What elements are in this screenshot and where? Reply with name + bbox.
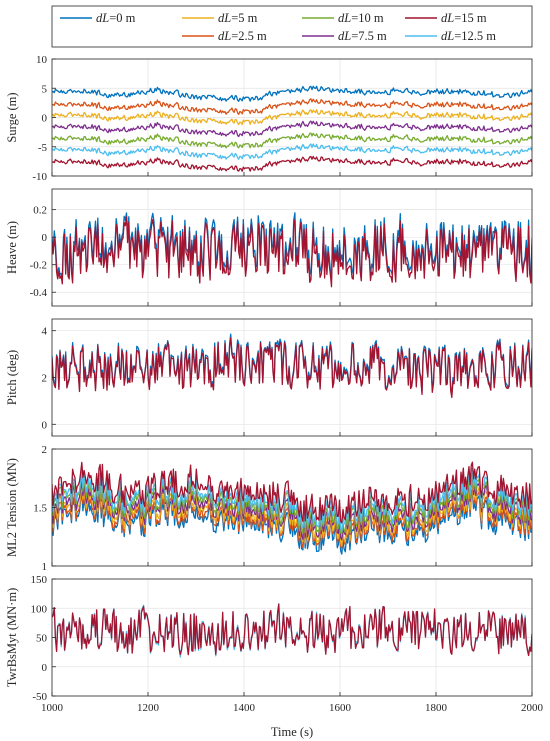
y-tick-label: 150: [31, 574, 48, 586]
x-tick-label: 2000: [521, 702, 544, 714]
x-axis-label: Time (s): [271, 725, 313, 739]
chart-panel: 1 1.5 2 ML2 Tension (MN): [5, 444, 533, 573]
series-line: [52, 98, 532, 116]
x-tick-label: 1400: [233, 702, 256, 714]
y-tick-label: 0.2: [33, 205, 47, 217]
y-tick-label: -5: [38, 142, 48, 154]
series-group: [52, 461, 532, 555]
legend-box: [51, 5, 533, 48]
series-line: [52, 467, 532, 533]
legend-label: dL=7.5 m: [338, 29, 387, 43]
y-tick-label: 0: [42, 662, 48, 674]
plot-area: [52, 189, 532, 306]
legend-label-value: =0 m: [109, 11, 135, 25]
chart-panel: 0 2 4 Pitch (deg): [5, 318, 533, 437]
series-line: [52, 85, 532, 102]
y-axis-label: Heave (m): [5, 221, 19, 274]
series-line: [52, 216, 532, 288]
series-line: [52, 155, 532, 172]
legend-item: dL=15 m: [405, 11, 487, 25]
series-line: [52, 109, 532, 126]
legend-label-value: =7.5 m: [351, 29, 387, 43]
legend-label-value: =2.5 m: [231, 29, 267, 43]
legend-item: dL=12.5 m: [405, 29, 496, 43]
legend-label: dL=2.5 m: [218, 29, 267, 43]
y-tick-label: 5: [42, 83, 48, 95]
legend: dL=0 m dL=5 m dL=10 m dL=15 mdL=2.5 m dL=7.5…: [51, 5, 533, 48]
y-tick-label: 100: [31, 603, 48, 615]
series-line: [52, 143, 532, 160]
series-line: [52, 120, 532, 138]
y-axis-label: Surge (m): [5, 92, 19, 142]
series-line: [52, 461, 532, 524]
y-axis-label: ML2 Tension (MN): [5, 458, 19, 557]
legend-label-var: dL: [218, 11, 231, 25]
legend-item: dL=10 m: [302, 11, 384, 25]
legend-item: dL=0 m: [60, 11, 136, 25]
legend-label-var: dL: [441, 29, 454, 43]
series-group: [52, 602, 532, 658]
legend-label-value: =15 m: [454, 11, 487, 25]
legend-label: dL=0 m: [96, 11, 136, 25]
y-tick-label: 0: [42, 232, 48, 244]
y-tick-label: -0.2: [30, 260, 47, 272]
y-tick-label: -10: [32, 171, 47, 183]
legend-label: dL=5 m: [218, 11, 258, 25]
chart-panel: -0.4 -0.2 0 0.2 Heave (m): [5, 188, 533, 307]
legend-label-value: =12.5 m: [454, 29, 496, 43]
chart-panel: -10 -5 0 5 10 Surge (m): [5, 54, 533, 183]
legend-label-var: dL: [96, 11, 109, 25]
legend-label-var: dL: [218, 29, 231, 43]
x-tick-label: 1600: [329, 702, 352, 714]
x-tick-label: 1200: [137, 702, 160, 714]
y-axis-label: TwrBsMyt (MN·m): [5, 588, 19, 687]
y-tick-label: 1: [42, 561, 48, 573]
axes-frame: [51, 188, 533, 307]
y-tick-label: -0.4: [30, 287, 48, 299]
series-line: [52, 337, 532, 399]
series-group: [52, 333, 532, 399]
series-group: [52, 212, 532, 288]
y-tick-label: 2: [42, 373, 48, 385]
legend-label: dL=10 m: [338, 11, 384, 25]
x-tick-label: 1000: [41, 702, 64, 714]
y-tick-label: 4: [42, 326, 48, 338]
legend-item: dL=2.5 m: [182, 29, 267, 43]
y-tick-label: 0: [42, 113, 48, 125]
legend-item: dL=7.5 m: [302, 29, 387, 43]
legend-label-var: dL: [441, 11, 454, 25]
y-axis-label: Pitch (deg): [5, 350, 19, 405]
y-tick-label: 50: [36, 633, 48, 645]
legend-label: dL=12.5 m: [441, 29, 496, 43]
legend-item: dL=5 m: [182, 11, 258, 25]
series-line: [52, 132, 532, 149]
legend-label-var: dL: [338, 11, 351, 25]
chart-panel: -50 0 50 100 150 1000 1200 1400 1600 1800 2000 TwrB…: [5, 574, 544, 714]
series-line: [52, 603, 532, 657]
y-tick-label: 1.5: [33, 503, 47, 515]
legend-label-value: =10 m: [351, 11, 384, 25]
y-tick-label: -50: [32, 691, 47, 703]
legend-label-value: =5 m: [231, 11, 257, 25]
series-group: [52, 85, 532, 172]
legend-label: dL=15 m: [441, 11, 487, 25]
y-tick-label: 0: [42, 419, 48, 431]
y-tick-label: 2: [42, 444, 48, 456]
y-tick-label: 10: [36, 54, 48, 66]
x-tick-label: 1800: [425, 702, 448, 714]
legend-label-var: dL: [338, 29, 351, 43]
